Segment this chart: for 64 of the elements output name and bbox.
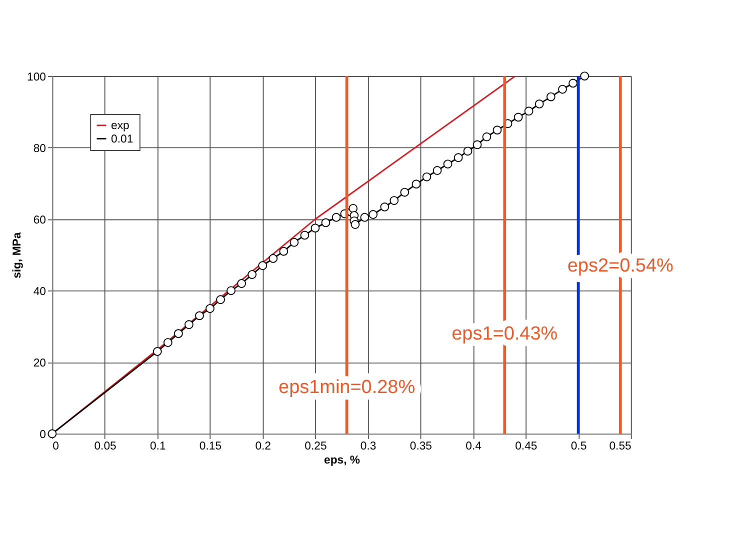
x-tick-label: 0.05 [94, 440, 116, 452]
point [492, 126, 502, 134]
point [568, 78, 578, 88]
point [206, 304, 214, 313]
point [558, 84, 567, 94]
y-tick-label: 60 [33, 214, 46, 226]
x-tick-label: 0.2 [255, 440, 272, 452]
y-axis-title: sig, MPa [11, 232, 24, 278]
y-tick-label: 80 [33, 142, 46, 155]
point [390, 196, 399, 205]
point [368, 210, 378, 219]
point [216, 295, 225, 304]
point [332, 212, 341, 222]
x-tick-label: 0.3 [360, 440, 376, 452]
y-tick-label: 20 [33, 357, 46, 370]
point [524, 106, 534, 116]
point [321, 218, 330, 228]
x-tick-label: 0.1 [150, 440, 166, 452]
point [422, 172, 432, 182]
legend-label: exp [111, 120, 130, 132]
point [184, 320, 194, 330]
point [258, 261, 268, 270]
x-tick-label: 0.25 [304, 440, 327, 452]
x-tick-label: 0.5 [570, 440, 587, 452]
x-tick-label: 0.35 [410, 440, 432, 452]
point [443, 160, 452, 168]
point [360, 212, 370, 222]
point [268, 254, 278, 263]
point [226, 286, 236, 296]
point [454, 153, 463, 162]
point [152, 347, 162, 356]
point [463, 146, 472, 156]
point [432, 166, 442, 175]
x-tick-label: 0 [52, 440, 59, 452]
point [237, 279, 246, 288]
point [348, 204, 358, 213]
point [580, 72, 590, 80]
point [174, 329, 183, 338]
y-tick-label: 40 [33, 286, 46, 298]
x-tick-label: 0.15 [199, 440, 222, 452]
y-tick-label: 100 [27, 71, 46, 84]
y-tick-label: 0 [40, 428, 46, 441]
point [514, 112, 523, 122]
point [472, 140, 482, 150]
point [400, 188, 410, 197]
point [163, 338, 172, 347]
point [482, 132, 492, 142]
point [300, 230, 310, 240]
point [412, 180, 421, 188]
point [279, 246, 288, 256]
x-tick-label: 0.45 [515, 440, 538, 452]
point [195, 311, 204, 320]
point [290, 238, 299, 247]
point [380, 202, 390, 212]
point [546, 92, 556, 102]
point [310, 224, 320, 232]
x-axis-title: eps, % [324, 454, 360, 467]
x-tick-label: 0.4 [466, 440, 482, 452]
legend-label: 0.01 [111, 133, 134, 146]
point [534, 100, 544, 108]
point [350, 220, 360, 229]
point [248, 270, 257, 279]
x-tick-label: 0.55 [609, 440, 632, 452]
point [48, 429, 57, 438]
